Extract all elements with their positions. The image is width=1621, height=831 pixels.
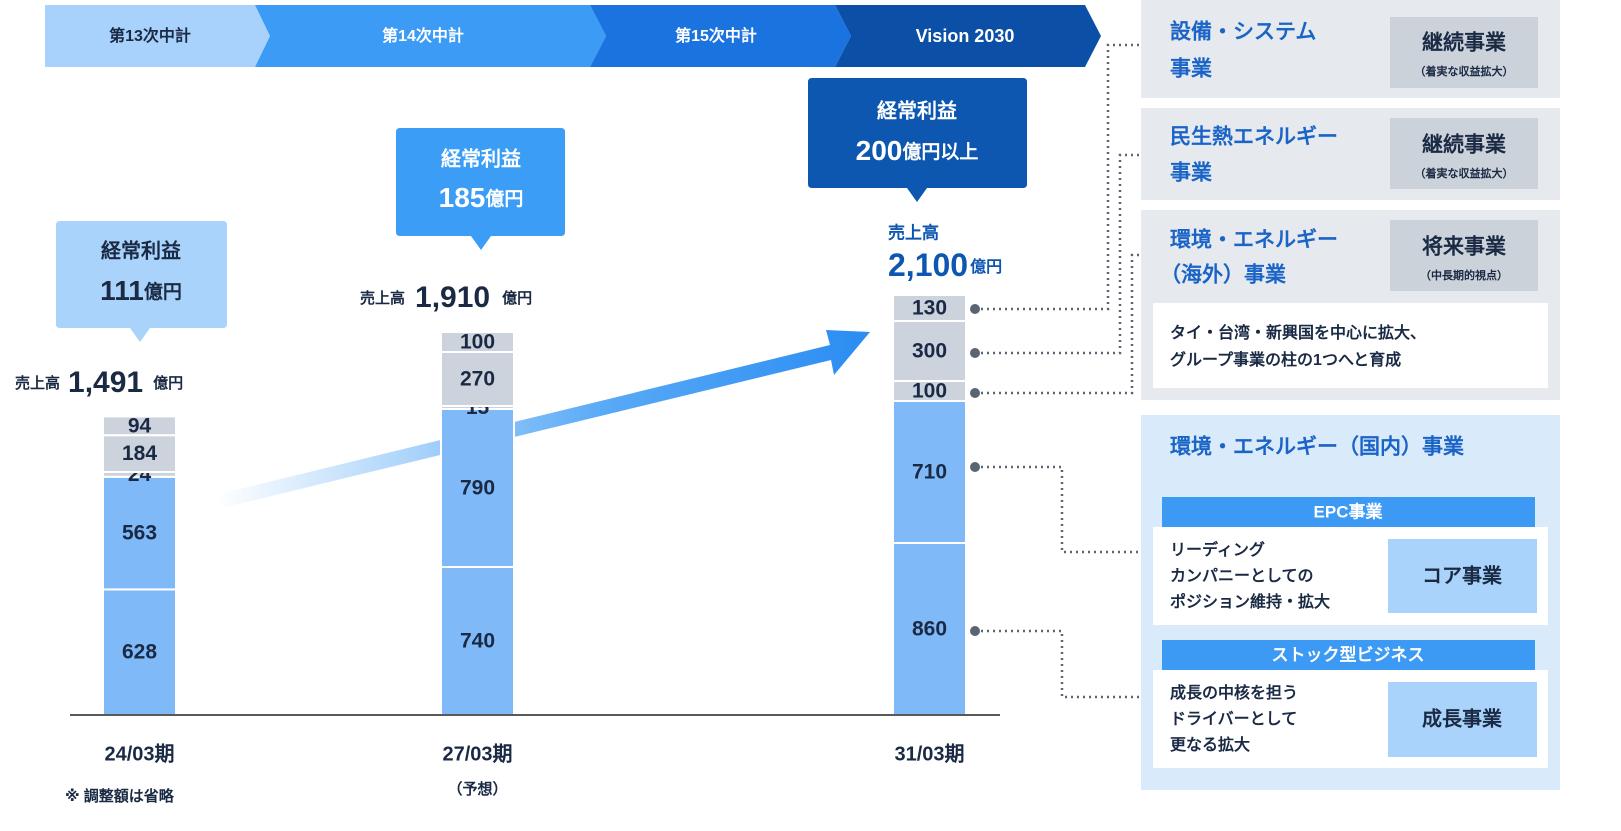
- callout-label: 経常利益: [101, 238, 181, 262]
- value-label: 300: [912, 340, 947, 363]
- value-label: 860: [912, 618, 947, 641]
- x-tick-label: 31/03期: [894, 742, 964, 765]
- value-label: 790: [460, 477, 495, 500]
- segment-name: 環境・エネルギー: [1170, 228, 1338, 252]
- phase-label: 第13次中計: [109, 26, 191, 45]
- value-label: 563: [122, 522, 157, 545]
- callout: [56, 221, 227, 342]
- x-tick-label: 27/03期: [442, 742, 512, 765]
- bar-segment: [440, 331, 515, 353]
- bar-segment: [102, 415, 177, 437]
- connectors: [975, 43, 1140, 699]
- tag: 継続事業: [1422, 31, 1507, 55]
- description: 成長の中核を担う: [1170, 683, 1298, 702]
- sales-total: 売上高 1,491 億円: [15, 366, 183, 399]
- item-header: ストック型ビジネス: [1272, 644, 1425, 664]
- item-header: EPC事業: [1314, 501, 1383, 521]
- tag: 継続事業: [1422, 133, 1507, 157]
- value-label: 740: [460, 630, 495, 653]
- phase: [45, 5, 270, 67]
- description: タイ・台湾・新興国を中心に拡大、: [1170, 323, 1426, 342]
- bar-segment: [892, 294, 967, 322]
- item-header-box: [1162, 640, 1535, 670]
- description: ドライバーとして: [1170, 710, 1297, 728]
- tag-box: [1388, 539, 1537, 613]
- x-tick-label: 24/03期: [104, 742, 174, 765]
- phase-label: 第15次中計: [675, 26, 757, 45]
- value-label: 184: [122, 442, 157, 465]
- tag-box: [1388, 682, 1537, 757]
- growth-arrow: [215, 330, 870, 508]
- description-box: [1153, 303, 1548, 388]
- segment-name: 設備・システム: [1170, 20, 1316, 44]
- phase: [835, 5, 1101, 67]
- segment-name: 民生熱エネルギー: [1170, 125, 1338, 149]
- value-label: 94: [128, 414, 152, 437]
- segment-name: （海外）事業: [1160, 263, 1287, 287]
- connector-dots: [970, 304, 980, 636]
- callout-value: 200億円以上: [856, 135, 979, 166]
- category-note: （予想）: [447, 780, 507, 798]
- tag-note: （着実な収益拡大）: [1415, 166, 1514, 180]
- item-header-box: [1162, 497, 1535, 527]
- sales-label: 売上高: [888, 222, 939, 242]
- tag-box: [1390, 17, 1538, 88]
- tag-box: [1390, 220, 1538, 291]
- tag: 成長事業: [1422, 706, 1503, 730]
- tag: コア事業: [1422, 563, 1503, 587]
- phase-label: 第14次中計: [382, 26, 464, 45]
- sales-total: 売上高 1,910 億円: [360, 281, 532, 314]
- bar-segment: [892, 320, 967, 382]
- description: カンパニーとしての: [1170, 567, 1314, 585]
- phase: [255, 5, 606, 67]
- value-label: 100: [460, 331, 495, 354]
- bar-segment: [102, 434, 177, 474]
- callout-label: 経常利益: [441, 146, 521, 170]
- callout: [808, 78, 1027, 202]
- description: 更なる拡大: [1170, 735, 1250, 754]
- tag-note: （着実な収益拡大）: [1415, 64, 1514, 78]
- tag-note: （中長期的視点）: [1420, 268, 1508, 282]
- bar-segment: [102, 475, 177, 591]
- description: リーディング: [1170, 540, 1265, 559]
- footnote: ※ 調整額は省略: [65, 787, 175, 805]
- callout-value: 185億円: [439, 182, 524, 213]
- value-label: 130: [912, 297, 947, 320]
- bar-segment: [440, 351, 515, 407]
- description: グループ事業の柱の1つへと育成: [1170, 350, 1401, 369]
- callout-value: 111億円: [100, 275, 182, 306]
- value-label: 100: [912, 380, 947, 403]
- tag-box: [1390, 118, 1538, 189]
- value-label: 710: [912, 461, 947, 484]
- value-label: 628: [122, 641, 157, 664]
- phase: [590, 5, 851, 67]
- bar-segment: [892, 400, 967, 544]
- callout-label: 経常利益: [877, 98, 957, 122]
- value-label: 270: [460, 368, 495, 391]
- domestic-title: 環境・エネルギー（国内）事業: [1170, 435, 1465, 459]
- callout: [396, 128, 565, 250]
- segment-name: 事業: [1170, 57, 1213, 81]
- sales-total: 2,100 億円: [888, 247, 1002, 283]
- tag: 将来事業: [1422, 235, 1507, 259]
- bar-segment: [440, 566, 515, 716]
- segment-name: 事業: [1170, 161, 1213, 185]
- description: ポジション維持・拡大: [1170, 592, 1330, 611]
- phase-label: Vision 2030: [916, 26, 1015, 46]
